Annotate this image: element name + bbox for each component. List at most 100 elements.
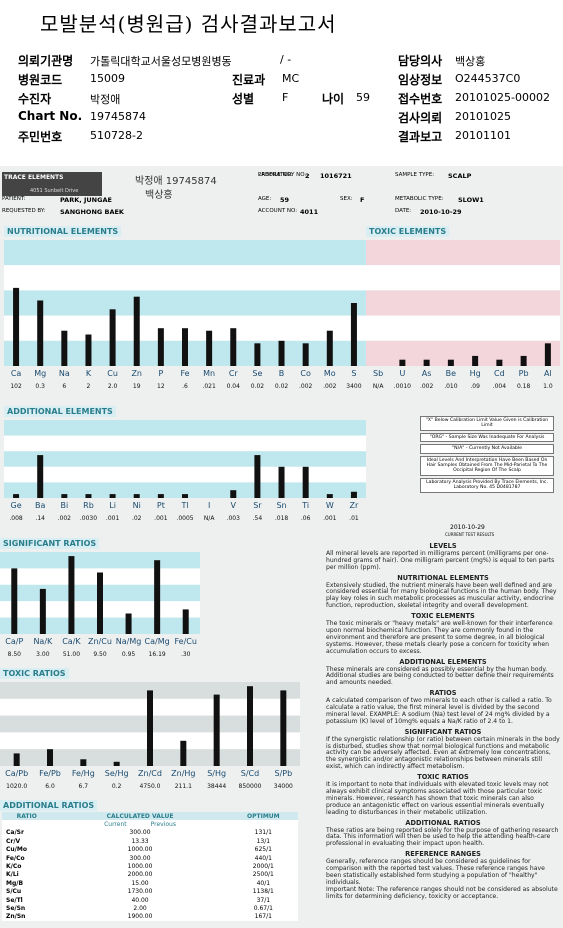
symbol: S/Hg: [207, 769, 226, 778]
result: N/A: [204, 515, 216, 522]
cell: S/Cu: [6, 888, 22, 896]
cell: 0.67/1: [253, 904, 273, 912]
field-value: 1016721: [320, 172, 352, 180]
band: [4, 290, 366, 316]
logo: TRACE ELEMENTS: [2, 172, 102, 196]
info-label: 나이: [322, 92, 345, 106]
table-row: Mg/B 15.00 40/1: [2, 879, 298, 887]
legend-item: "ORG" - Sample Size Was Inadequate For A…: [420, 432, 554, 443]
result: .0030: [80, 515, 97, 522]
table-row: K/Co 1000.00 2000/1: [2, 862, 298, 870]
chart: Sb N/A U .0010 As .002 Be .010 Hg .09 Cd .004 Pb 0.18…: [366, 240, 560, 390]
info-value: / -: [280, 53, 292, 66]
field-label: AGE:: [258, 196, 272, 202]
symbol: As: [422, 369, 432, 378]
bar: [520, 355, 527, 366]
info-label: 의뢰기관명: [18, 54, 74, 68]
bar: [68, 556, 75, 634]
band: [4, 451, 366, 467]
bar: [157, 328, 164, 366]
section-title: TOXIC RATIOS: [0, 668, 69, 679]
symbol: Mn: [203, 369, 215, 378]
bar: [147, 690, 153, 766]
info-label: 수진자: [18, 92, 52, 106]
address: 4051 Sunbelt Drive: [30, 188, 79, 194]
section-title: NUTRITIONAL ELEMENTS: [4, 226, 122, 237]
bar: [157, 494, 164, 498]
legend-item: Laboratory Analysis Provided By Trace El…: [420, 477, 554, 493]
result: 12: [157, 383, 165, 390]
symbol: Zn/Hg: [171, 769, 195, 778]
chart: Ca/Pb 1020.0 Fe/Pb 6.0 Fe/Hg 6.7 Se/Hg 0.2 Zn/Cd…: [0, 682, 300, 790]
cell: Current Previous: [51, 820, 228, 828]
cell: 300.00: [129, 829, 151, 837]
bar: [472, 355, 479, 366]
cell: Cr/V: [6, 837, 21, 845]
band: [366, 240, 560, 266]
symbol: Ni: [133, 501, 141, 510]
symbol: Mg: [34, 369, 46, 378]
result: 34000: [274, 783, 293, 790]
band: [0, 682, 300, 699]
symbol: Tl: [180, 501, 188, 510]
bar: [85, 494, 92, 498]
result: .30: [181, 651, 191, 658]
legend-box: "X" Below Calibration Limit Value Given …: [420, 416, 554, 495]
symbol: Mo: [324, 369, 336, 378]
cell: 440/1: [254, 854, 272, 862]
result: .002: [323, 383, 337, 390]
result: .002: [420, 383, 434, 390]
symbol: Rb: [83, 501, 94, 510]
ratios-table: RATIO CALCULATED VALUE OPTIMUM Current Previ…: [2, 812, 298, 922]
bar: [13, 287, 20, 366]
section-title: ADDITIONAL RATIOS: [0, 800, 98, 811]
field-label: METABOLIC TYPE:: [395, 196, 444, 202]
result: 0.95: [122, 651, 136, 658]
symbol: Na: [59, 369, 70, 378]
info-value: 19745874: [90, 110, 146, 123]
bar: [61, 494, 68, 498]
cell: Fe/Co: [6, 854, 25, 862]
symbol: Sn: [276, 501, 286, 510]
result: .54: [253, 515, 263, 522]
result: 850000: [239, 783, 262, 790]
symbol: Sr: [253, 501, 262, 510]
result: 0.18: [517, 383, 531, 390]
bar: [182, 609, 189, 634]
field-value: F: [360, 196, 365, 204]
result: 0.02: [251, 383, 265, 390]
cell: 300.00: [129, 854, 151, 862]
chart: Ca 102 Mg 0.3 Na 6 K 2 Cu 2.0 Zn 19 P 12 Fe .6 Mn .021 Cr 0…: [4, 240, 366, 390]
note-heading: RATIOS: [429, 689, 457, 698]
symbol: Co: [300, 369, 311, 378]
bar: [280, 690, 287, 766]
table-row: Fe/Co 300.00 440/1: [2, 854, 298, 862]
info-value: 가톨릭대학교서울성모병원병동: [90, 55, 232, 68]
info-label: 병원코드: [18, 73, 63, 87]
bar: [399, 359, 406, 366]
table-row: Cu/Mo 1000.00 625/1: [2, 846, 298, 854]
symbol: Na/Mg: [116, 637, 142, 646]
note-text: These minerals are considered as possibl…: [326, 665, 554, 687]
band: [4, 466, 366, 483]
result: 0.02: [275, 383, 289, 390]
cell: 37/1: [256, 896, 271, 904]
cell: Se/Tl: [6, 896, 23, 904]
table-row: Se/Tl 40.00 37/1: [2, 896, 298, 904]
symbol: V: [231, 501, 237, 510]
result: 6: [62, 383, 66, 390]
info-label: Chart No.: [18, 109, 83, 123]
result: 8.50: [8, 651, 22, 658]
info-label: 결과보고: [398, 130, 443, 144]
info-value: 박정애: [90, 93, 121, 106]
field-label: SEX:: [340, 196, 353, 202]
section-title: TOXIC ELEMENTS: [366, 226, 450, 237]
table-subheader: Current Previous: [2, 820, 298, 828]
result: 19: [133, 383, 141, 390]
cell: K/Li: [6, 871, 19, 879]
cell: 625/1: [254, 846, 272, 854]
note-heading: TOXIC RATIOS: [417, 773, 469, 782]
bar: [302, 343, 309, 366]
bar: [254, 343, 261, 366]
note-text: Extensively studied, the nutrient minera…: [326, 581, 557, 610]
